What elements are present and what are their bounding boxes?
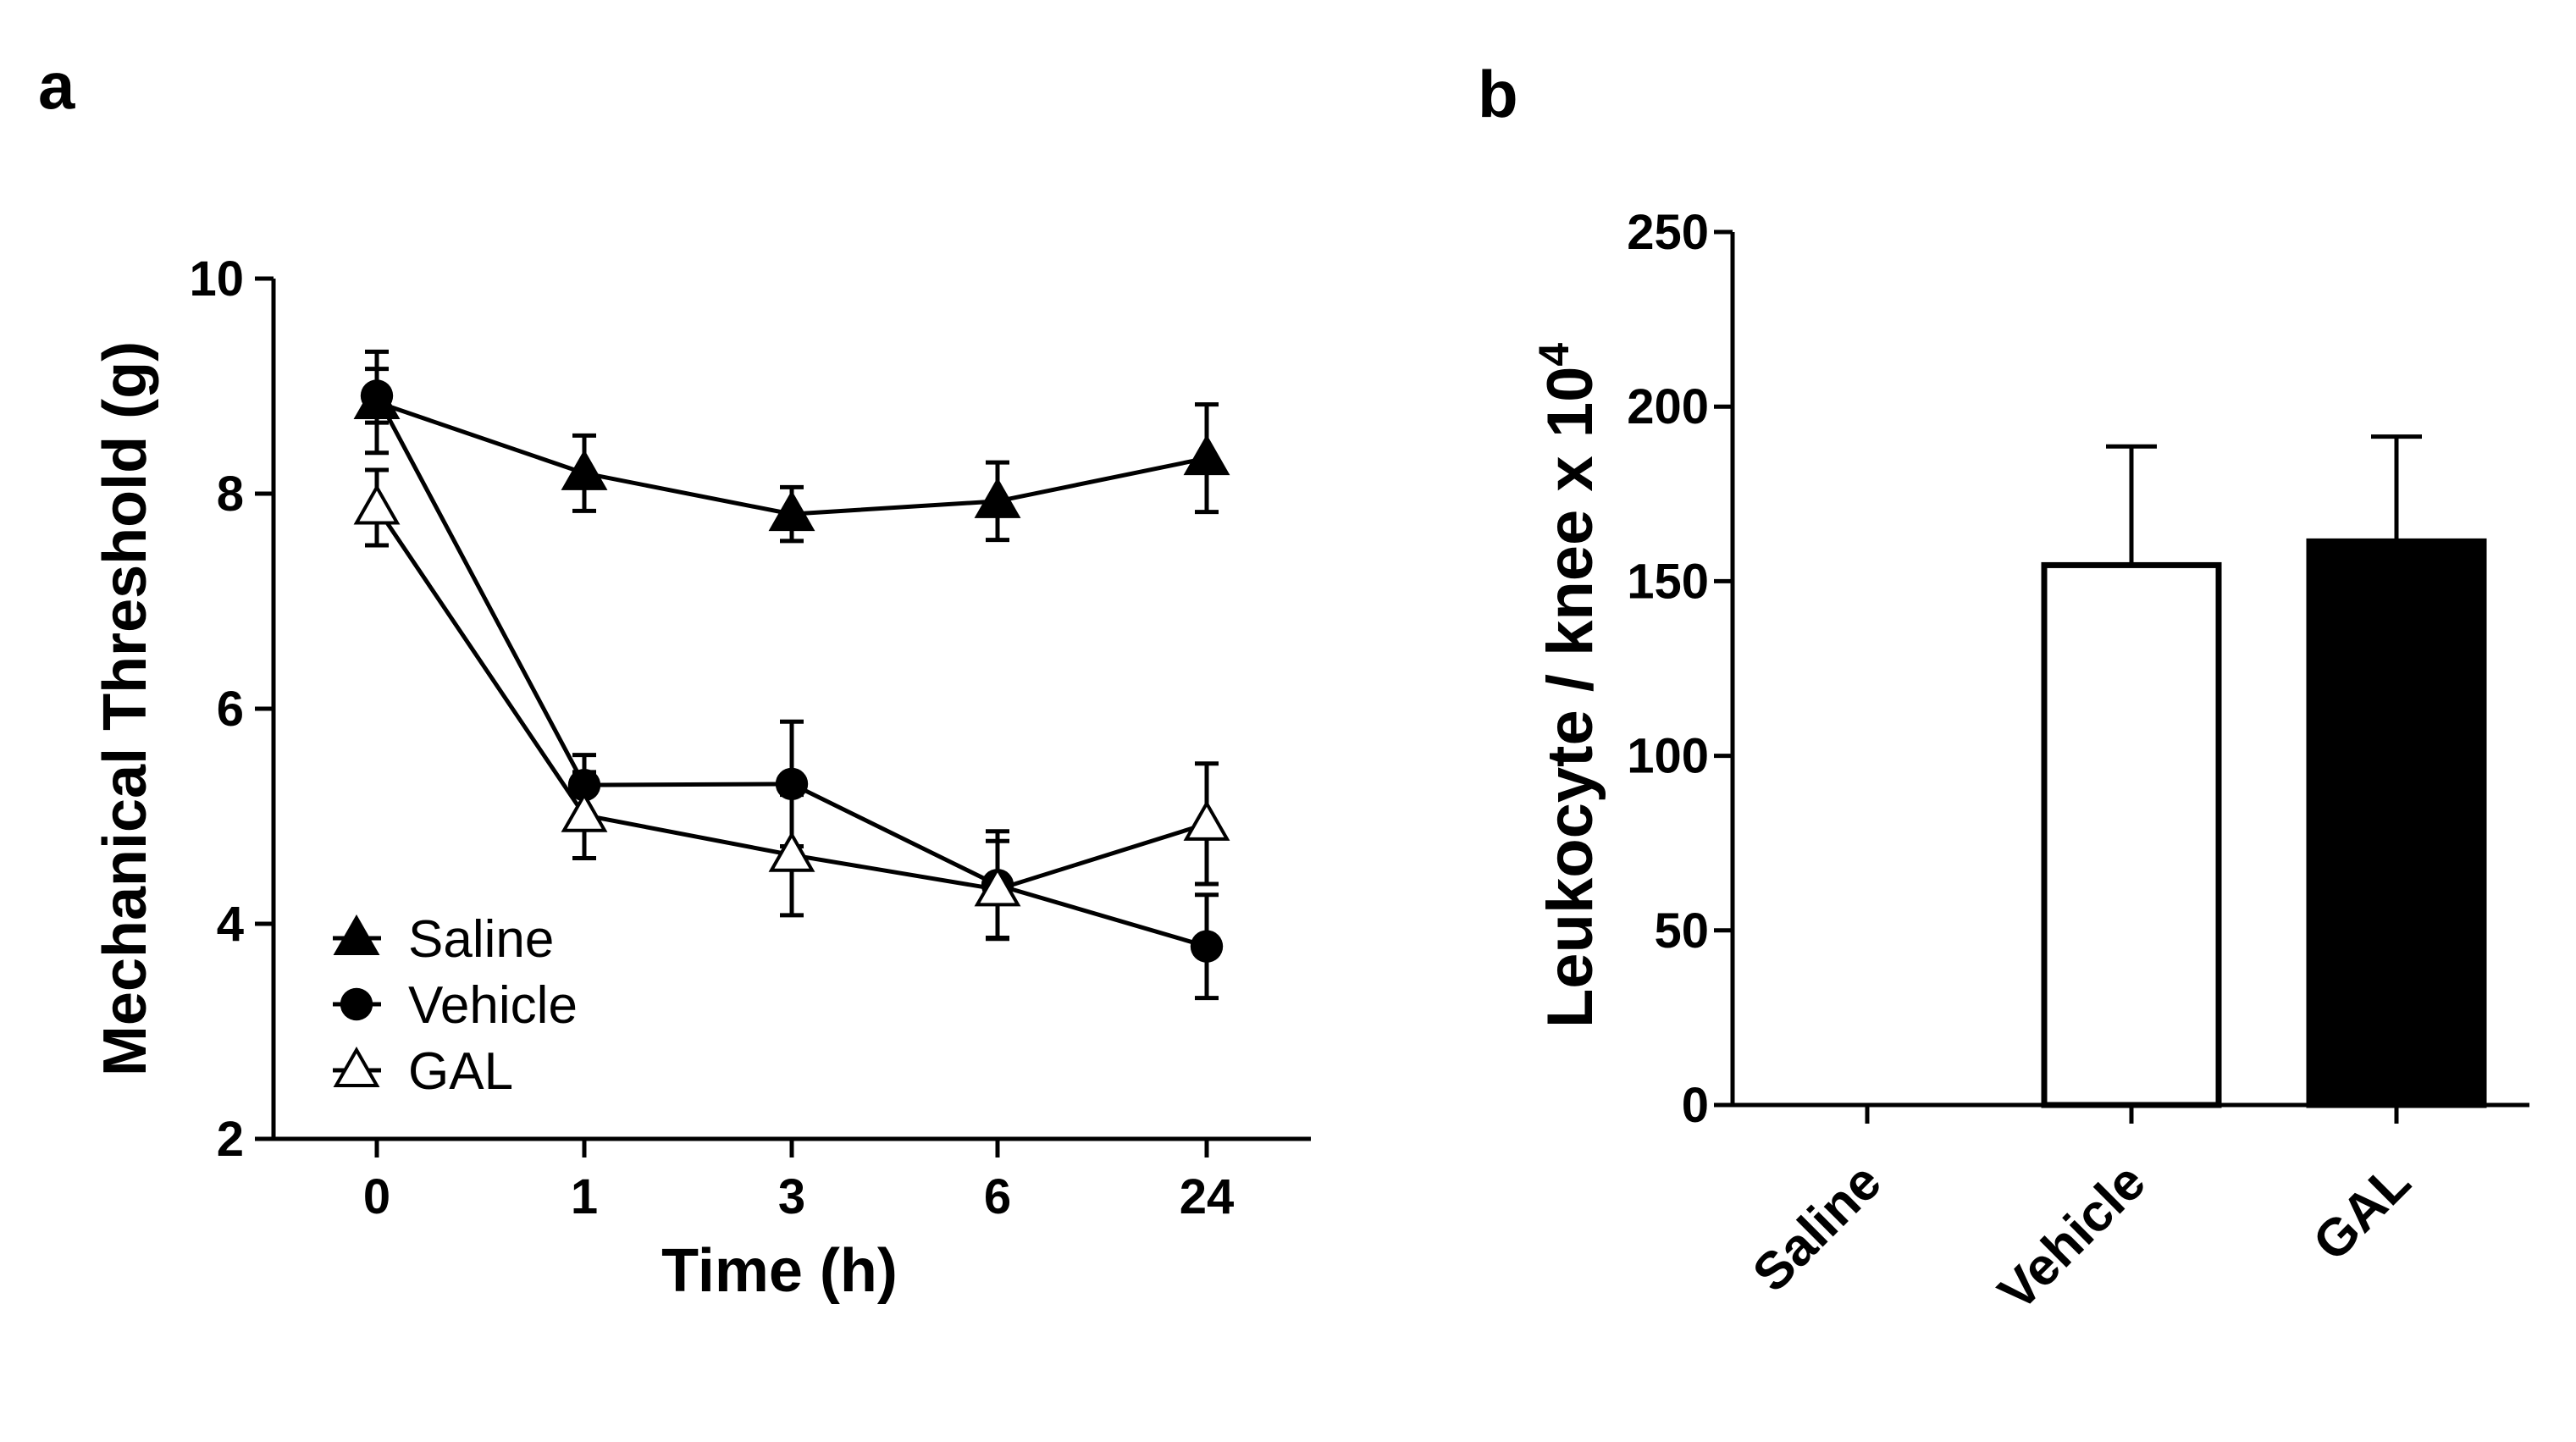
- y-tick-label: 10: [189, 251, 244, 307]
- data-point: [775, 767, 809, 801]
- y-axis-title: Leukocyte / knee x 104: [1530, 343, 1606, 1029]
- legend-marker: [333, 914, 380, 955]
- legend-marker: [333, 1046, 380, 1087]
- x-tick-label: Saline: [1742, 1152, 1893, 1303]
- data-point: [1183, 434, 1230, 476]
- y-tick-label: 8: [217, 467, 244, 522]
- x-tick-label: 3: [778, 1169, 805, 1224]
- y-tick-label: 250: [1627, 205, 1709, 260]
- y-tick-label: 100: [1627, 729, 1709, 784]
- series-saline: [353, 349, 1230, 544]
- legend-label: GAL: [408, 1042, 513, 1101]
- x-tick-label: 1: [571, 1169, 598, 1224]
- panel-label-a: a: [38, 48, 75, 123]
- bar-chart-panel-b: 0 50 100 150 200 250 Saline Vehicle GAL Leukocyte…: [1530, 205, 2529, 1322]
- x-tick-label: 6: [984, 1169, 1011, 1224]
- data-point: [561, 791, 608, 832]
- y-tick-label: 200: [1627, 379, 1709, 434]
- data-point: [360, 379, 394, 412]
- x-axis-title: Time (h): [661, 1237, 898, 1305]
- series-gal: [353, 467, 1230, 941]
- x-tick-label: Vehicle: [1987, 1152, 2157, 1322]
- legend: Saline Vehicle GAL: [333, 910, 578, 1101]
- y-axis-title-superscript: 4: [1530, 343, 1578, 367]
- data-point: [561, 449, 608, 490]
- x-tick-label: 24: [1180, 1169, 1235, 1224]
- data-point: [974, 477, 1021, 518]
- data-point: [768, 490, 815, 532]
- data-point: [768, 831, 815, 872]
- y-tick-label: 6: [217, 682, 244, 737]
- panel-label-b: b: [1478, 57, 1518, 131]
- y-axis-title: Mechanical Threshold (g): [91, 341, 159, 1076]
- data-point: [974, 865, 1021, 907]
- x-tick-label: GAL: [2302, 1152, 2422, 1272]
- legend-label: Vehicle: [408, 976, 578, 1035]
- data-point: [353, 483, 401, 525]
- x-tick-label: 0: [363, 1169, 390, 1224]
- y-tick-label: 50: [1654, 903, 1709, 959]
- data-point: [1190, 930, 1224, 963]
- y-tick-label: 0: [1682, 1078, 1709, 1133]
- legend-marker: [340, 987, 373, 1021]
- y-tick-label: 4: [217, 897, 244, 952]
- legend-label: Saline: [408, 910, 554, 969]
- bar-gal: [2306, 538, 2487, 1108]
- data-point: [1183, 799, 1230, 841]
- y-tick-label: 2: [217, 1112, 244, 1167]
- y-tick-label: 150: [1627, 554, 1709, 609]
- bar-vehicle: [2041, 561, 2222, 1108]
